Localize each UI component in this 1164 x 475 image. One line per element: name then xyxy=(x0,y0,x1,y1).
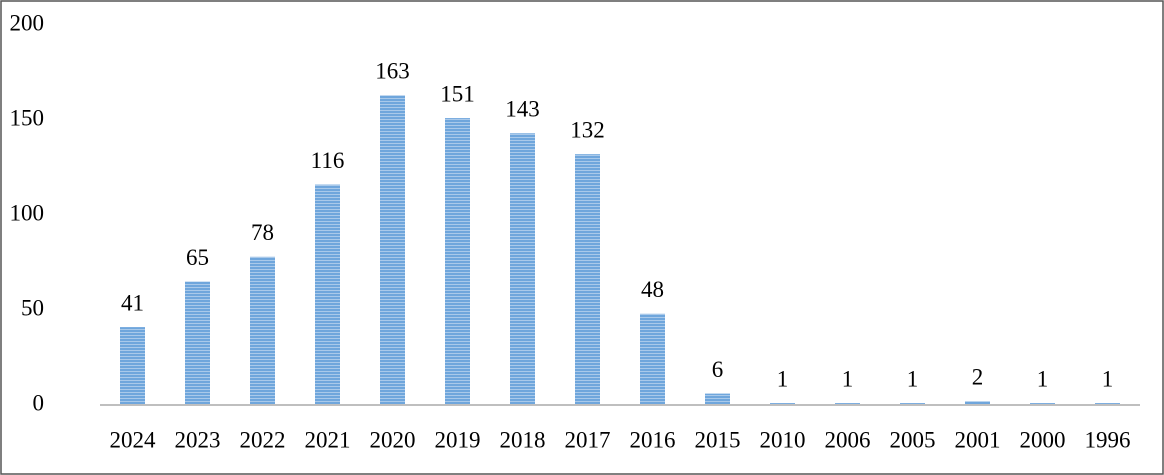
bar xyxy=(380,95,405,406)
data-label: 48 xyxy=(641,277,664,302)
x-tick-label: 2016 xyxy=(630,427,676,452)
data-label: 1 xyxy=(1037,366,1049,391)
data-label: 65 xyxy=(186,245,209,270)
x-tick-label: 2010 xyxy=(760,427,806,452)
bar xyxy=(185,281,210,405)
bar xyxy=(965,401,990,405)
bar xyxy=(250,256,275,405)
x-tick-label: 2015 xyxy=(695,427,741,452)
bar xyxy=(445,118,470,405)
data-label: 1 xyxy=(842,366,854,391)
x-tick-label: 2023 xyxy=(175,427,221,452)
data-label: 132 xyxy=(570,117,605,142)
x-tick-label: 2005 xyxy=(890,427,936,452)
data-label: 78 xyxy=(251,220,274,245)
data-label: 2 xyxy=(972,364,984,389)
bar xyxy=(575,154,600,405)
data-label: 151 xyxy=(440,81,475,106)
data-label: 1 xyxy=(1102,366,1114,391)
y-tick-label: 0 xyxy=(33,390,45,415)
x-tick-label: 2017 xyxy=(565,427,611,452)
data-label: 163 xyxy=(375,59,410,84)
data-label: 41 xyxy=(121,290,144,315)
x-tick-label: 2018 xyxy=(500,427,546,452)
x-tick-label: 1996 xyxy=(1085,427,1131,452)
x-tick-label: 2022 xyxy=(240,427,286,452)
bar xyxy=(120,327,145,405)
x-tick-label: 2001 xyxy=(955,427,1001,452)
x-tick-label: 2020 xyxy=(370,427,416,452)
x-tick-label: 2006 xyxy=(825,427,871,452)
data-label: 1 xyxy=(907,366,919,391)
y-tick-label: 50 xyxy=(21,295,44,320)
x-tick-label: 2000 xyxy=(1020,427,1066,452)
bar xyxy=(705,393,730,405)
y-tick-label: 100 xyxy=(10,200,45,225)
data-label: 1 xyxy=(777,366,789,391)
bar xyxy=(640,313,665,405)
x-tick-label: 2024 xyxy=(110,427,157,452)
x-tick-label: 2021 xyxy=(305,427,351,452)
bar xyxy=(315,184,340,405)
x-tick-label: 2019 xyxy=(435,427,481,452)
bar xyxy=(510,133,535,406)
data-label: 116 xyxy=(311,148,345,173)
y-tick-label: 200 xyxy=(10,10,45,35)
data-label: 6 xyxy=(712,357,724,382)
y-tick-label: 150 xyxy=(10,105,45,130)
data-label: 143 xyxy=(505,97,540,122)
